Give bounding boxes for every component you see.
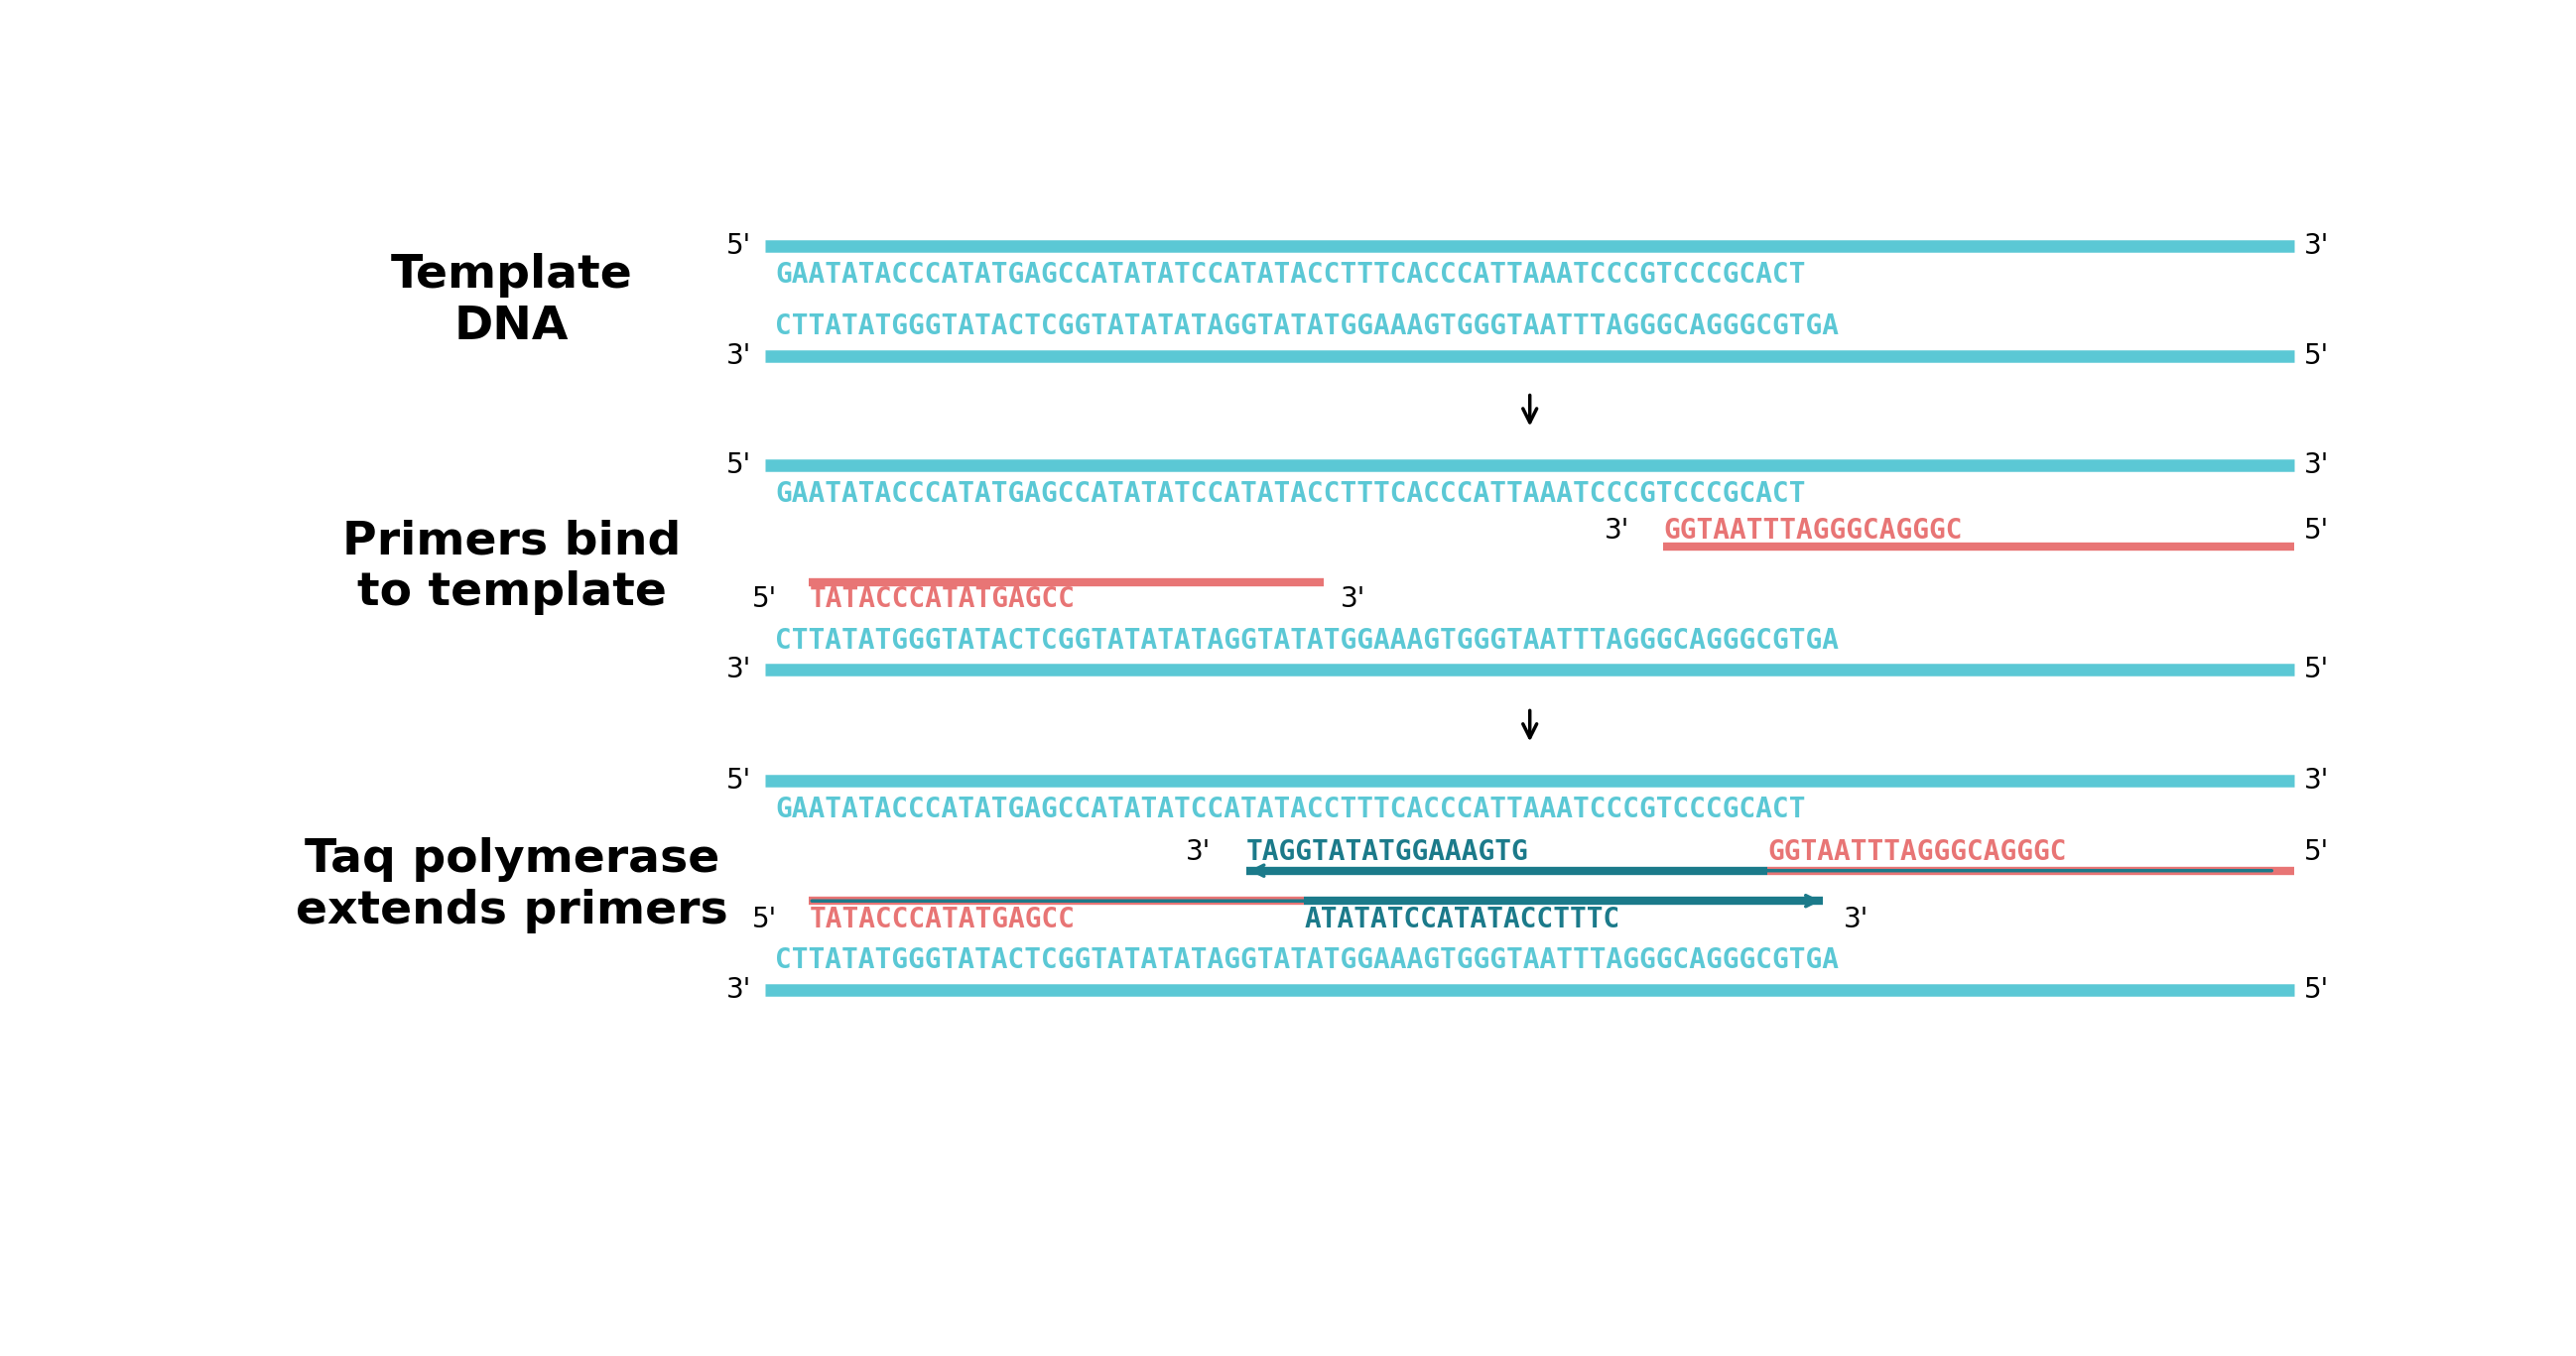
Text: 3': 3' [2306, 767, 2329, 795]
Text: 5': 5' [726, 452, 752, 480]
Text: GAATATACCCATATGAGCCATATATCCATATACCTTTCACCCATTAAATCCCGTCCCGCACT: GAATATACCCATATGAGCCATATATCCATATACCTTTCAC… [775, 260, 1806, 289]
Text: 5': 5' [2306, 342, 2329, 370]
Text: GGTAATTTAGGGCAGGGC: GGTAATTTAGGGCAGGGC [1767, 838, 2066, 865]
Text: 5': 5' [726, 232, 752, 260]
Text: 3': 3' [1844, 906, 1868, 933]
Text: GGTAATTTAGGGCAGGGC: GGTAATTTAGGGCAGGGC [1664, 517, 1963, 544]
Text: 3': 3' [726, 342, 752, 370]
Text: CTTATATGGGTATACTCGGTATATATAGGTATATGGAAAGTGGGTAATTTAGGGCAGGGCGTGA: CTTATATGGGTATACTCGGTATATATAGGTATATGGAAAG… [775, 946, 1839, 975]
Text: 5': 5' [2306, 517, 2329, 544]
Text: CTTATATGGGTATACTCGGTATATATAGGTATATGGAAAGTGGGTAATTTAGGGCAGGGCGTGA: CTTATATGGGTATACTCGGTATATATAGGTATATGGAAAG… [775, 313, 1839, 340]
Text: TATACCCATATGAGCC: TATACCCATATGAGCC [809, 906, 1074, 933]
Text: Primers bind
to template: Primers bind to template [343, 519, 680, 616]
Text: GAATATACCCATATGAGCCATATATCCATATACCTTTCACCCATTAAATCCCGTCCCGCACT: GAATATACCCATATGAGCCATATATCCATATACCTTTCAC… [775, 795, 1806, 823]
Text: 5': 5' [726, 767, 752, 795]
Text: CTTATATGGGTATACTCGGTATATATAGGTATATGGAAAGTGGGTAATTTAGGGCAGGGCGTGA: CTTATATGGGTATACTCGGTATATATAGGTATATGGAAAG… [775, 626, 1839, 655]
Text: 3': 3' [1185, 838, 1211, 865]
Text: TATACCCATATGAGCC: TATACCCATATGAGCC [809, 586, 1074, 613]
Text: 3': 3' [1340, 586, 1365, 613]
Text: Template
DNA: Template DNA [392, 254, 634, 350]
Text: 3': 3' [726, 976, 752, 1003]
Text: 5': 5' [752, 586, 778, 613]
Text: TAGGTATATGGAAAGTG: TAGGTATATGGAAAGTG [1247, 838, 1530, 865]
Text: Taq polymerase
extends primers: Taq polymerase extends primers [296, 837, 729, 933]
Text: GAATATACCCATATGAGCCATATATCCATATACCTTTCACCCATTAAATCCCGTCCCGCACT: GAATATACCCATATGAGCCATATATCCATATACCTTTCAC… [775, 480, 1806, 507]
Text: 3': 3' [2306, 232, 2329, 260]
Text: 5': 5' [2306, 976, 2329, 1003]
Text: 3': 3' [726, 655, 752, 683]
Text: 3': 3' [2306, 452, 2329, 480]
Text: 3': 3' [1605, 517, 1631, 544]
Text: 5': 5' [2306, 838, 2329, 865]
Text: 5': 5' [752, 906, 778, 933]
Text: 5': 5' [2306, 655, 2329, 683]
Text: ATATATCCATATACCTTTC: ATATATCCATATACCTTTC [1303, 906, 1620, 933]
